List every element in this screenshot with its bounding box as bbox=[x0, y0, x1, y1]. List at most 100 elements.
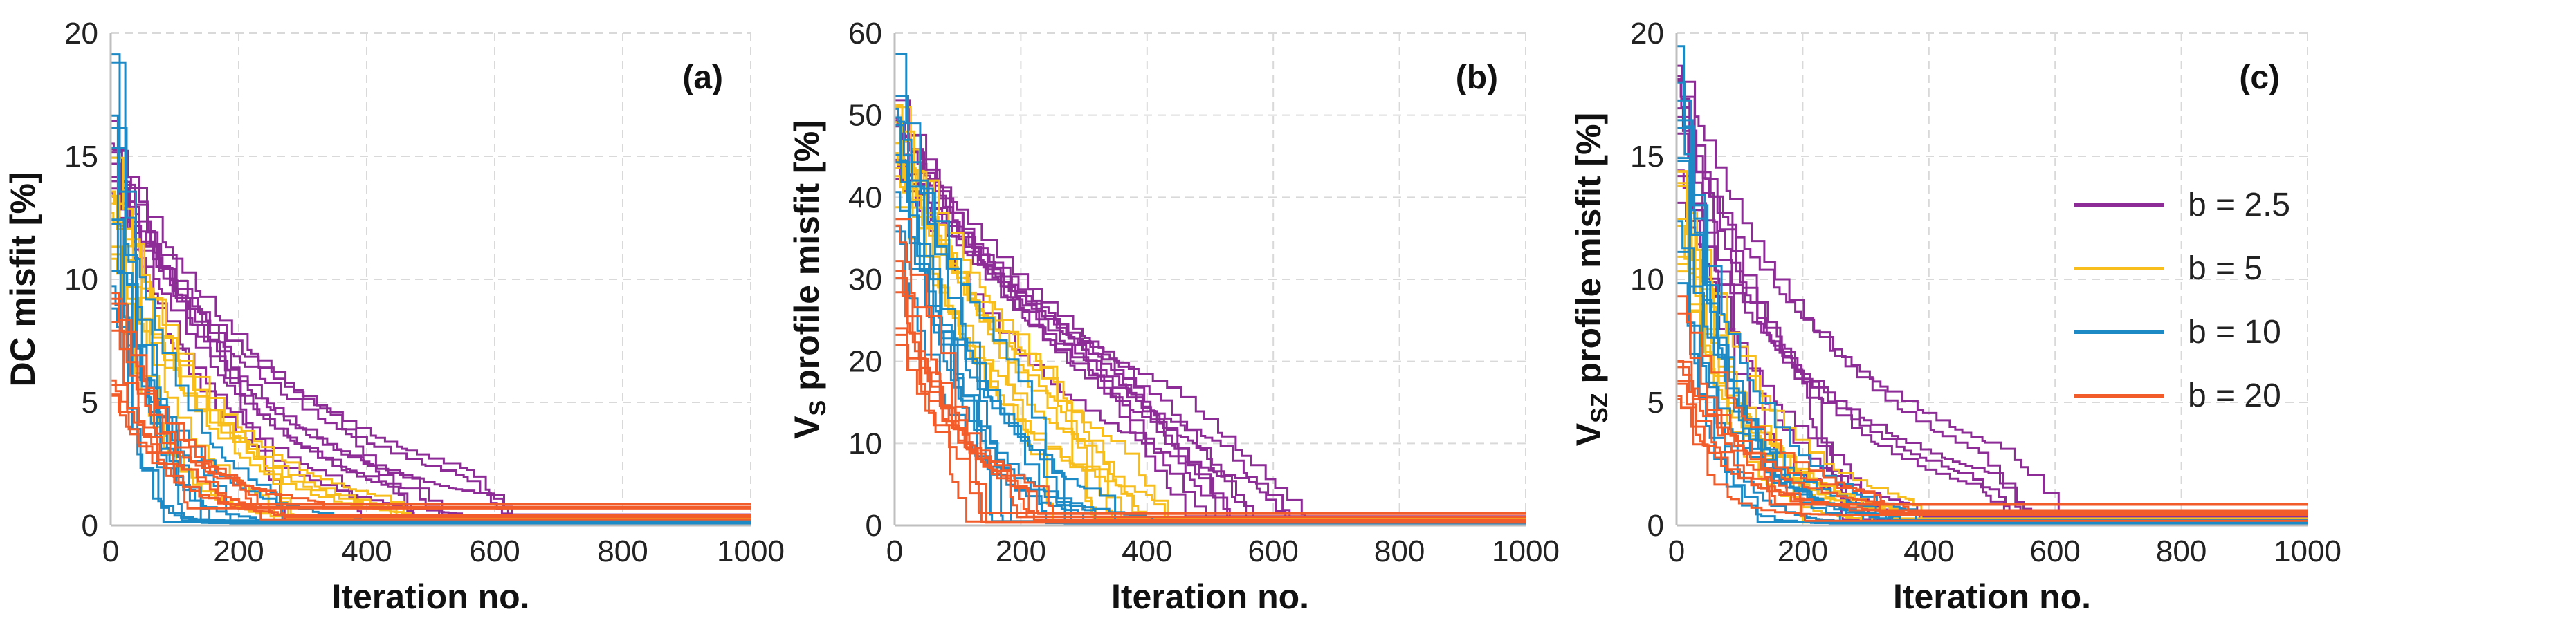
series-run bbox=[895, 160, 1526, 523]
series-run bbox=[895, 152, 1526, 522]
y-tick-label: 15 bbox=[64, 140, 98, 174]
x-axis-label: Iteration no. bbox=[1111, 577, 1309, 616]
series-run bbox=[895, 124, 1526, 523]
panel-1: 0 200 400 600 800 1000 0 5 10 15 20 Iteration no. DC… bbox=[3, 17, 785, 616]
y-tick-label: 20 bbox=[1630, 17, 1664, 50]
series-run bbox=[111, 120, 751, 521]
y-axis-label: DC misfit [%] bbox=[3, 171, 42, 386]
series-run bbox=[1677, 366, 2308, 522]
legend-swatch bbox=[2074, 266, 2164, 270]
y-tick-label: 5 bbox=[1647, 386, 1664, 420]
series-run bbox=[111, 191, 751, 524]
x-tick-label: 200 bbox=[996, 534, 1046, 568]
series-run bbox=[111, 394, 751, 510]
y-tick-label: 0 bbox=[866, 509, 882, 543]
series-run bbox=[111, 180, 751, 524]
y-tick-label: 40 bbox=[848, 180, 882, 214]
legend-item: b = 20 bbox=[2067, 364, 2552, 427]
series-run bbox=[1677, 250, 2308, 523]
x-tick-label: 200 bbox=[1778, 534, 1828, 568]
series-run bbox=[111, 285, 751, 525]
y-tick-label: 20 bbox=[848, 345, 882, 379]
x-tick-label: 0 bbox=[886, 534, 903, 568]
series-run bbox=[895, 344, 1526, 523]
series-b10 bbox=[111, 53, 751, 525]
y-tick-label: 10 bbox=[1630, 263, 1664, 297]
series-b20 bbox=[111, 292, 751, 521]
series-b2.5 bbox=[895, 99, 1526, 525]
x-tick-label: 800 bbox=[597, 534, 648, 568]
panel-label: (b) bbox=[1456, 59, 1498, 96]
panel-label: (a) bbox=[682, 59, 723, 96]
y-tick-label: 50 bbox=[848, 99, 882, 133]
x-tick-label: 600 bbox=[1248, 534, 1298, 568]
series-run bbox=[895, 270, 1526, 514]
x-tick-label: 800 bbox=[2156, 534, 2207, 568]
panel-2: 0 200 400 600 800 1000 0 10 20 30 40 50 60 Iteration … bbox=[787, 17, 1560, 616]
series-b10 bbox=[895, 53, 1526, 525]
x-tick-label: 800 bbox=[1374, 534, 1425, 568]
series-run bbox=[1677, 220, 2308, 524]
x-tick-label: 400 bbox=[1903, 534, 1954, 568]
series-run bbox=[111, 142, 751, 516]
series-run bbox=[111, 147, 751, 523]
legend-label: b = 2.5 bbox=[2188, 186, 2291, 223]
series-run bbox=[1677, 201, 2308, 519]
y-tick-label: 30 bbox=[848, 263, 882, 297]
series-run bbox=[111, 292, 751, 510]
y-tick-label: 15 bbox=[1630, 140, 1664, 174]
series-run bbox=[895, 260, 1526, 518]
series-run bbox=[895, 153, 1526, 525]
panel-label: (c) bbox=[2239, 59, 2280, 96]
legend-item: b = 5 bbox=[2067, 236, 2552, 300]
series-run bbox=[1677, 380, 2308, 516]
series-run bbox=[1677, 169, 2308, 519]
series-run bbox=[111, 257, 751, 520]
x-tick-label: 200 bbox=[213, 534, 264, 568]
series-b20 bbox=[895, 218, 1526, 524]
x-axis-label: Iteration no. bbox=[1893, 577, 2091, 616]
x-tick-label: 400 bbox=[341, 534, 392, 568]
legend-swatch bbox=[2074, 330, 2164, 334]
x-tick-label: 1000 bbox=[2274, 534, 2341, 568]
series-run bbox=[111, 187, 751, 524]
series-run bbox=[1677, 45, 2308, 525]
series-run bbox=[895, 175, 1526, 522]
series-run bbox=[895, 158, 1526, 523]
y-tick-label: 20 bbox=[64, 17, 98, 50]
series-run bbox=[111, 127, 751, 522]
legend-item: b = 10 bbox=[2067, 300, 2552, 364]
series-run bbox=[111, 194, 751, 520]
y-axis-label: VS profile misfit [%] bbox=[787, 120, 831, 439]
series-run bbox=[895, 224, 1526, 524]
x-tick-label: 0 bbox=[1668, 534, 1685, 568]
series-run bbox=[111, 194, 751, 525]
x-tick-label: 400 bbox=[1122, 534, 1172, 568]
y-axis-label: VSZ profile misfit [%] bbox=[1569, 113, 1613, 446]
series-run bbox=[111, 302, 751, 521]
series-run bbox=[111, 321, 751, 508]
legend-label: b = 20 bbox=[2188, 377, 2281, 414]
series-run bbox=[111, 329, 751, 516]
panel-3: 0 200 400 600 800 1000 0 5 10 15 20 Iteration no. VS… bbox=[1569, 17, 2341, 616]
series-run bbox=[111, 114, 751, 522]
x-tick-label: 1000 bbox=[1492, 534, 1560, 568]
series-run bbox=[111, 190, 751, 520]
series-run bbox=[1677, 107, 2308, 516]
y-tick-label: 10 bbox=[64, 263, 98, 297]
series-run bbox=[111, 61, 751, 521]
series-run bbox=[1677, 175, 2308, 516]
series-run bbox=[111, 176, 751, 518]
legend-swatch bbox=[2074, 393, 2164, 398]
x-tick-label: 1000 bbox=[717, 534, 785, 568]
series-run bbox=[1677, 64, 2308, 516]
y-tick-label: 5 bbox=[82, 386, 98, 420]
series-run bbox=[1677, 398, 2308, 512]
legend-label: b = 5 bbox=[2188, 250, 2263, 287]
series-b20 bbox=[1677, 295, 2308, 522]
x-tick-label: 600 bbox=[469, 534, 520, 568]
y-tick-label: 10 bbox=[848, 427, 882, 460]
x-tick-label: 600 bbox=[2029, 534, 2080, 568]
series-run bbox=[895, 120, 1526, 524]
